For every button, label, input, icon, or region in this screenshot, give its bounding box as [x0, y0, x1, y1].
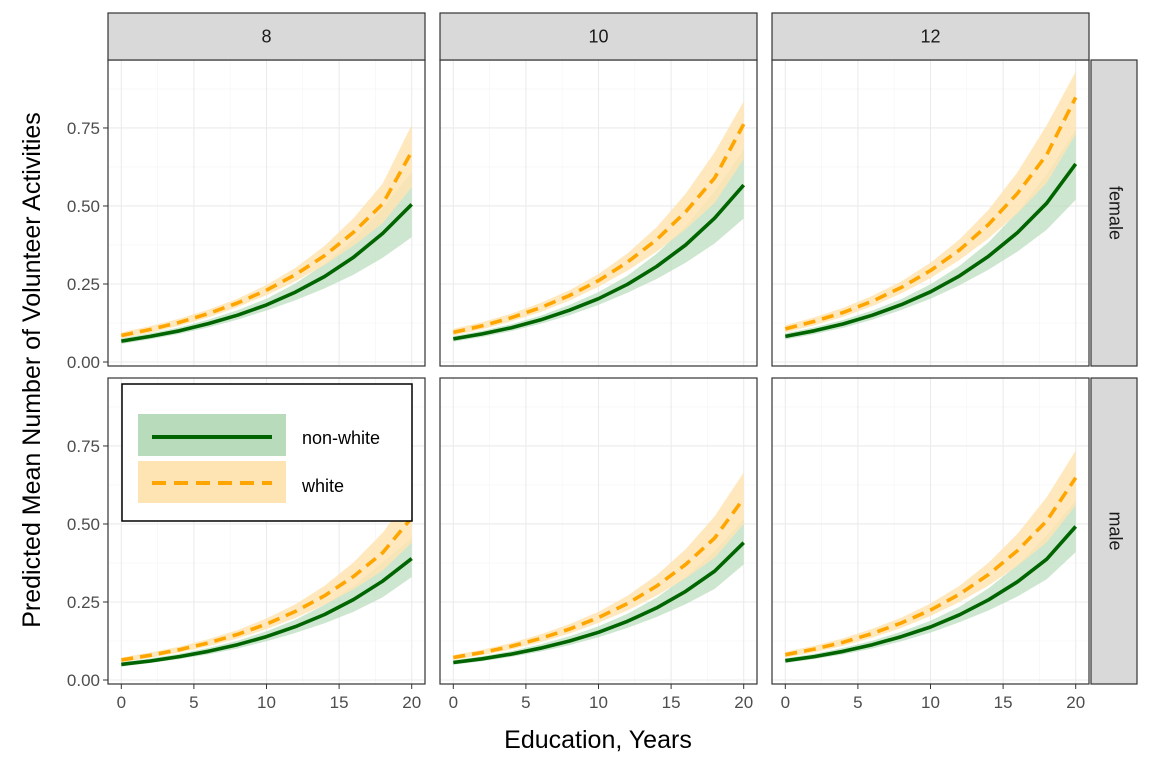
- strip-col-8: 8: [107, 12, 426, 61]
- axes-layer: 0.00 0.25 0.50 0.75 0.00 0.25 0.50 0.75 0 5 10 15 20…: [67, 119, 1085, 712]
- line-non-white: [784, 162, 1078, 339]
- strip-label: female: [1105, 186, 1125, 240]
- panel-10-female: [439, 59, 758, 367]
- x-tick-label: 20: [734, 693, 753, 712]
- line-non-white: [453, 541, 745, 665]
- y-tick-label: 0.25: [67, 275, 100, 294]
- legend-label-non-white: non-white: [302, 428, 380, 448]
- line-white: [784, 96, 1078, 331]
- x-tick-label: 0: [117, 693, 126, 712]
- ribbon-white: [453, 101, 744, 336]
- x-axis-title: Education, Years: [504, 726, 692, 754]
- line-white: [121, 516, 414, 662]
- x-tick-label: 5: [853, 693, 862, 712]
- strip-background: [107, 12, 426, 61]
- facet-strips: 8 10 12 female male: [107, 12, 1138, 685]
- line-non-white: [121, 557, 413, 667]
- ribbon-white: [785, 71, 1076, 333]
- strip-background: [1090, 59, 1138, 367]
- strip-background: [439, 12, 758, 61]
- x-tick-label: 0: [781, 693, 790, 712]
- legend-label-white: white: [301, 476, 344, 496]
- x-tick-label: 5: [521, 693, 530, 712]
- line-white: [452, 497, 746, 660]
- y-tick-label: 0.50: [67, 515, 100, 534]
- strip-background: [1090, 377, 1138, 685]
- y-tick-label: 0.00: [67, 353, 100, 372]
- y-axis-title: Predicted Mean Number of Volunteer Activ…: [18, 112, 46, 628]
- x-tick-label: 10: [921, 693, 940, 712]
- ribbon-white: [785, 450, 1076, 658]
- line-non-white: [785, 525, 1078, 663]
- strip-background: [771, 12, 1090, 61]
- y-tick-label: 0.75: [67, 437, 100, 456]
- x-tick-label: 5: [189, 693, 198, 712]
- line-white: [452, 123, 746, 335]
- legend: non-white white: [121, 383, 413, 522]
- x-tick-label: 15: [994, 693, 1013, 712]
- strip-col-10: 10: [439, 12, 758, 61]
- ribbon-non-white: [121, 538, 412, 667]
- y-tick-label: 0.75: [67, 119, 100, 138]
- y-tick-label: 0.50: [67, 197, 100, 216]
- line-non-white: [121, 203, 413, 343]
- panels-layer: [107, 59, 1090, 685]
- x-tick-label: 15: [330, 693, 349, 712]
- x-tick-label: 0: [449, 693, 458, 712]
- x-tick-label: 20: [402, 693, 421, 712]
- panel-12-female: [771, 59, 1090, 367]
- y-tick-label: 0.00: [67, 671, 100, 690]
- strip-label: 10: [588, 27, 608, 47]
- panel-10-male: [439, 377, 758, 685]
- line-white: [784, 476, 1078, 657]
- strip-row-male: male: [1090, 377, 1138, 685]
- strip-label: 12: [920, 27, 940, 47]
- x-tick-label: 20: [1066, 693, 1085, 712]
- strip-row-female: female: [1090, 59, 1138, 367]
- line-non-white: [452, 183, 746, 341]
- panel-12-male: [771, 377, 1090, 685]
- x-tick-label: 10: [257, 693, 276, 712]
- strip-label: 8: [261, 27, 271, 47]
- line-white: [120, 150, 414, 338]
- strip-label: male: [1105, 511, 1125, 550]
- panel-8-female: [107, 59, 426, 367]
- y-tick-label: 0.25: [67, 593, 100, 612]
- strip-col-12: 12: [771, 12, 1090, 61]
- x-tick-label: 15: [662, 693, 681, 712]
- x-tick-label: 10: [589, 693, 608, 712]
